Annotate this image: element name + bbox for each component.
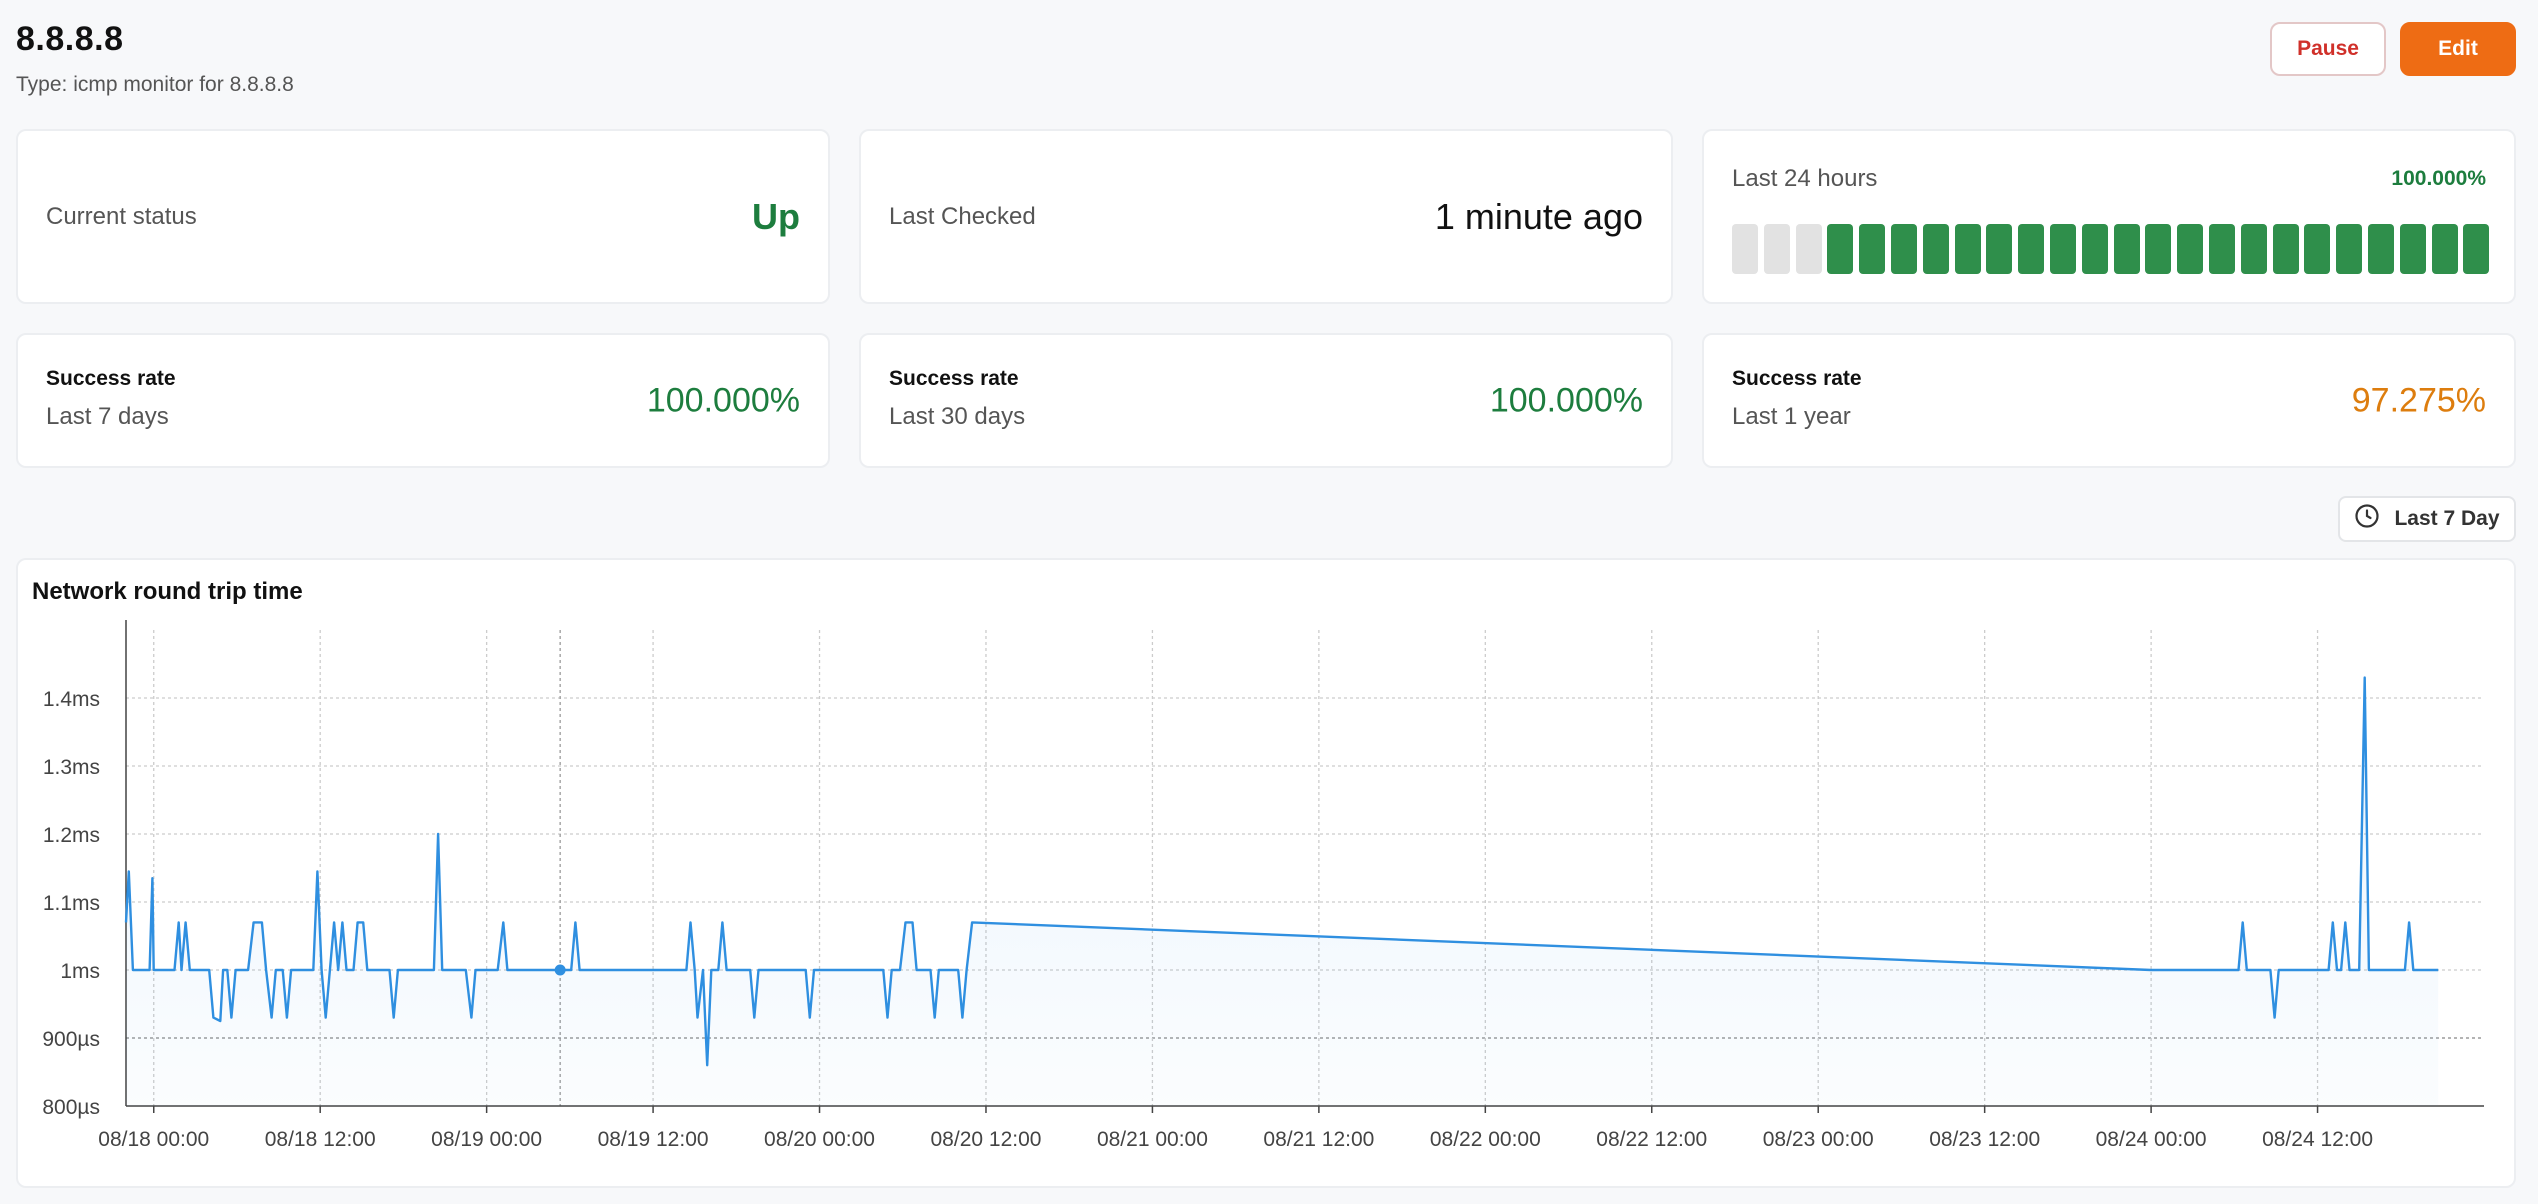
page-title: 8.8.8.8 bbox=[16, 20, 124, 58]
success-rate-period: Last 30 days bbox=[889, 403, 1026, 430]
hour-status-bar[interactable] bbox=[1795, 224, 1822, 274]
x-tick-label: 08/24 12:00 bbox=[2262, 1128, 2373, 1151]
last-checked-value: 1 minute ago bbox=[1434, 195, 1643, 237]
hour-status-bar[interactable] bbox=[2208, 224, 2235, 274]
last-24-hours-card: Last 24 hours 100.000% bbox=[1702, 129, 2516, 304]
success-rate-value: 100.000% bbox=[1489, 381, 1643, 419]
x-tick-label: 08/21 12:00 bbox=[1263, 1128, 1374, 1151]
x-tick-label: 08/22 12:00 bbox=[1596, 1128, 1707, 1151]
x-tick-label: 08/18 00:00 bbox=[98, 1128, 209, 1151]
hour-status-bar[interactable] bbox=[2272, 224, 2299, 274]
time-range-label: Last 7 Day bbox=[2394, 507, 2500, 530]
success-rate-period: Last 7 days bbox=[46, 403, 169, 430]
hour-status-bar[interactable] bbox=[1827, 224, 1854, 274]
last-24-hours-percent: 100.000% bbox=[2391, 167, 2486, 190]
x-tick-label: 08/23 00:00 bbox=[1763, 1128, 1874, 1151]
success-rate-title: Success rate bbox=[46, 367, 176, 390]
hour-status-bar[interactable] bbox=[1986, 224, 2013, 274]
hour-status-bar[interactable] bbox=[1890, 224, 1917, 274]
x-tick-label: 08/24 00:00 bbox=[2096, 1128, 2207, 1151]
hour-status-bar[interactable] bbox=[1859, 224, 1886, 274]
hour-status-bar[interactable] bbox=[2177, 224, 2204, 274]
rtt-chart[interactable]: 800µs 900µs 1ms 1.1ms 1.2ms 1.3ms 1.4ms 08/18 0… bbox=[18, 560, 2514, 1186]
edit-button[interactable]: Edit bbox=[2400, 22, 2516, 76]
hour-status-bar[interactable] bbox=[2399, 224, 2426, 274]
y-tick-label: 1.2ms bbox=[43, 824, 100, 847]
y-tick-label: 1.1ms bbox=[43, 892, 100, 915]
clock-icon bbox=[2354, 503, 2380, 535]
last-checked-label: Last Checked bbox=[889, 202, 1036, 230]
success-rate-period: Last 1 year bbox=[1732, 403, 1851, 430]
hour-status-bar[interactable] bbox=[2336, 224, 2363, 274]
x-tick-label: 08/20 00:00 bbox=[764, 1128, 875, 1151]
y-tick-label: 1ms bbox=[60, 960, 100, 983]
pause-button[interactable]: Pause bbox=[2270, 22, 2386, 76]
y-tick-label: 900µs bbox=[42, 1028, 100, 1051]
current-status-value: Up bbox=[752, 195, 800, 237]
hour-status-bar[interactable] bbox=[1954, 224, 1981, 274]
rtt-chart-card: Network round trip time 800µs 900µs 1ms 1.1… bbox=[16, 558, 2516, 1188]
monitor-type: Type: icmp monitor for 8.8.8.8 bbox=[16, 73, 294, 96]
hour-status-bar[interactable] bbox=[2081, 224, 2108, 274]
x-tick-label: 08/19 12:00 bbox=[598, 1128, 709, 1151]
hour-status-bar[interactable] bbox=[2018, 224, 2045, 274]
chart-title: Network round trip time bbox=[32, 578, 303, 605]
page-header: 8.8.8.8 Type: icmp monitor for 8.8.8.8 bbox=[16, 20, 294, 97]
series-area bbox=[126, 677, 2439, 1106]
success-rate-7d-card: Success rate Last 7 days 100.000% bbox=[16, 333, 830, 468]
hour-status-bar[interactable] bbox=[2049, 224, 2076, 274]
success-rate-1y-card: Success rate Last 1 year 97.275% bbox=[1702, 333, 2516, 468]
y-tick-label: 1.4ms bbox=[43, 688, 100, 711]
hour-status-bar[interactable] bbox=[2304, 224, 2331, 274]
hour-status-bar[interactable] bbox=[2240, 224, 2267, 274]
hour-status-bar[interactable] bbox=[1732, 224, 1758, 274]
time-range-selector[interactable]: Last 7 Day bbox=[2338, 496, 2516, 542]
success-rate-30d-card: Success rate Last 30 days 100.000% bbox=[859, 333, 1673, 468]
success-rate-value: 97.275% bbox=[2351, 381, 2486, 419]
x-tick-label: 08/18 12:00 bbox=[265, 1128, 376, 1151]
x-tick-label: 08/19 00:00 bbox=[431, 1128, 542, 1151]
hour-status-bar[interactable] bbox=[2463, 224, 2490, 274]
hour-status-bar[interactable] bbox=[1763, 224, 1790, 274]
hourly-status-bars bbox=[1732, 224, 2490, 274]
hour-status-bar[interactable] bbox=[2113, 224, 2140, 274]
x-tick-label: 08/22 00:00 bbox=[1430, 1128, 1541, 1151]
hover-point bbox=[554, 964, 566, 976]
current-status-card: Current status Up bbox=[16, 129, 830, 304]
y-tick-label: 800µs bbox=[42, 1096, 100, 1119]
success-rate-title: Success rate bbox=[889, 367, 1019, 390]
x-tick-label: 08/23 12:00 bbox=[1929, 1128, 2040, 1151]
y-tick-label: 1.3ms bbox=[43, 756, 100, 779]
x-tick-label: 08/21 00:00 bbox=[1097, 1128, 1208, 1151]
last-checked-card: Last Checked 1 minute ago bbox=[859, 129, 1673, 304]
hour-status-bar[interactable] bbox=[2431, 224, 2458, 274]
success-rate-value: 100.000% bbox=[646, 381, 800, 419]
hour-status-bar[interactable] bbox=[2367, 224, 2394, 274]
header-actions: Pause Edit bbox=[2270, 22, 2516, 76]
hour-status-bar[interactable] bbox=[1922, 224, 1949, 274]
last-24-hours-label: Last 24 hours bbox=[1732, 165, 1878, 192]
x-tick-label: 08/20 12:00 bbox=[931, 1128, 1042, 1151]
hour-status-bar[interactable] bbox=[2145, 224, 2172, 274]
success-rate-title: Success rate bbox=[1732, 367, 1862, 390]
current-status-label: Current status bbox=[46, 202, 197, 230]
